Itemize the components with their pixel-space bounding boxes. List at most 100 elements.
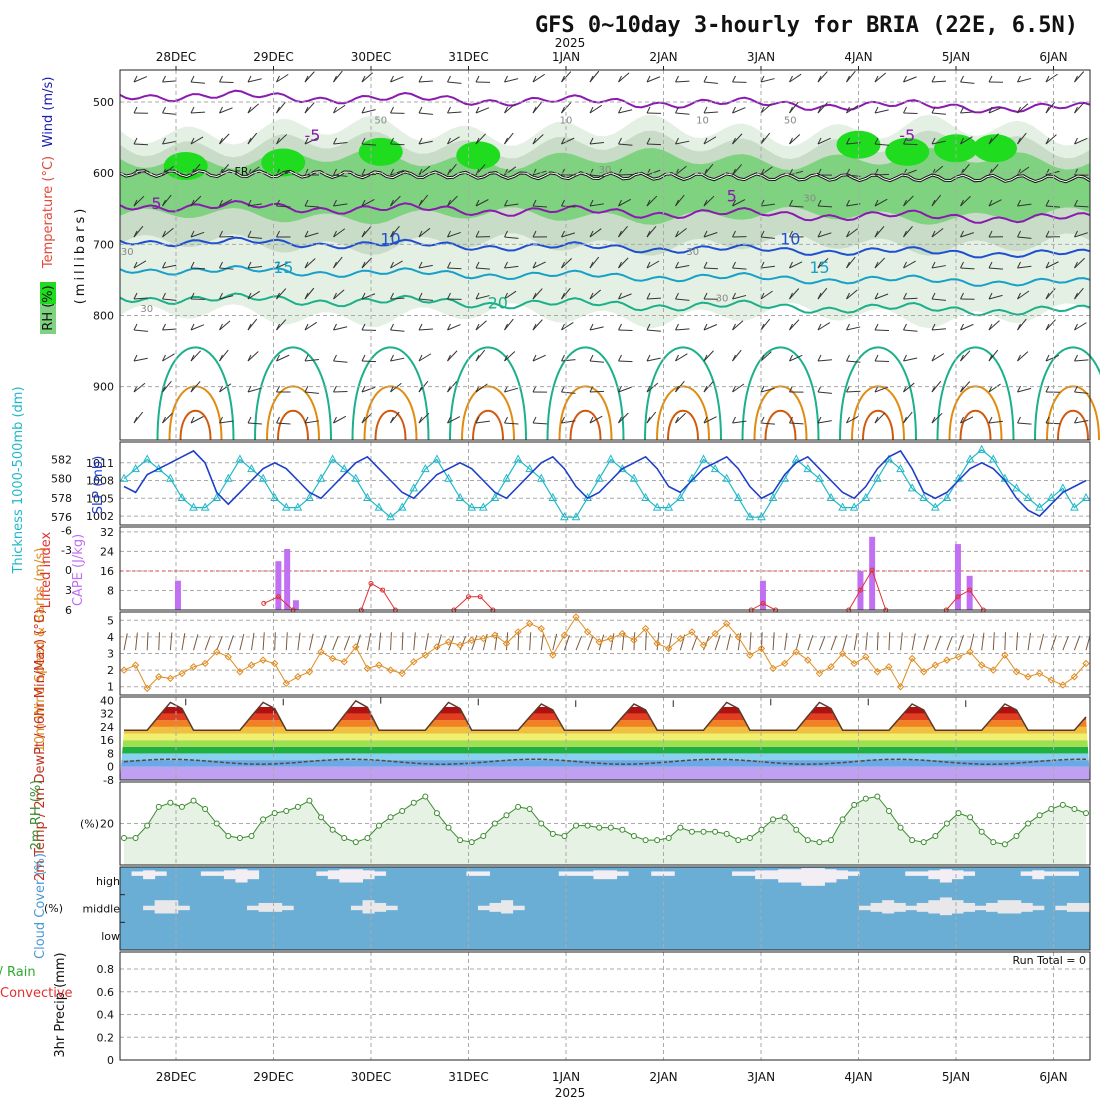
rh-tick-label: 20 [100,818,114,831]
rh-contour-label: 30 [599,165,612,176]
wind-barb [133,260,147,269]
wind-barb [133,329,148,332]
wind10m-point [920,668,928,676]
thickness-point [699,454,708,463]
wind10m-barb [865,632,868,651]
wind-barb [1045,261,1059,269]
wind-barb-flag [190,292,195,300]
cloud-middle-cell [1020,902,1033,912]
wind-barb [247,103,259,114]
cape-bar [759,580,766,610]
wind-barb-flag [789,75,793,83]
low-level-isotherm [449,346,527,441]
wind-barb-flag [532,106,537,114]
wind-barb [960,350,971,362]
wind-barb [276,422,291,425]
rh2m-point [503,812,510,819]
wind-barb [817,137,831,145]
wind-barb-flag [589,199,594,207]
thickness-point [896,464,905,473]
wind-barb [333,203,348,207]
wind-barb [504,103,516,114]
freezing-level-label: FR [235,165,249,178]
thickness-point [270,492,280,501]
wind-barb [418,264,433,269]
rh2m-point [758,826,765,833]
wind-barb [960,416,974,424]
wind-barb-flag [988,106,993,114]
wind-barb-flag [418,230,423,238]
wind-barb-flag [504,230,508,238]
thickness-point [455,492,465,501]
wind10m-point [468,636,476,644]
wind-barb-flag [532,292,537,300]
lifted-index-point [760,600,766,606]
wind-barb-flag [846,137,850,145]
thickness-point [397,502,407,511]
wind-barb-flag [418,261,423,269]
wind-barb-flag [1074,168,1078,176]
upper-air-axis-labels: Wind (m/s) Temperature (°C) RH (%) (mill… [40,77,88,334]
cloud-high-cell [466,871,479,876]
thickness-point [1081,492,1091,501]
rh-contour-label: 30 [140,304,153,315]
rh2m-point [1071,805,1078,812]
cloud-high-cell [477,871,491,876]
wind-barb [789,205,804,208]
wind-barb-flag [817,168,822,176]
cloud-percent-label: (%) [44,902,63,915]
wind10m-point [618,629,627,638]
wind-barb-flag [162,416,166,424]
wind-barb-flag [475,199,480,207]
wind-barb [1017,236,1032,239]
wind-barb-flag [817,416,822,424]
wind-barb [247,290,260,300]
cloud-high-cell [651,871,664,876]
wind-barb [789,319,800,331]
rh2m-point [202,805,209,812]
pressure-tick-label: 500 [93,96,114,109]
wind-barb-flag [133,168,138,176]
thickness-point [305,492,314,501]
precip-panel: 0.8 0.6 0.4 0.2 0 [97,951,1091,1067]
wind-barb [475,267,490,270]
wind-barb-flag [361,168,366,176]
wind10m-barb [424,633,429,651]
wind-barb [190,111,206,114]
wind-barb-flag [247,292,252,300]
date-label-top: 30DEC [351,50,391,64]
wind-barb-flag [219,75,223,83]
wind-barb-flag [646,168,651,176]
wind-barb [789,134,801,145]
wind-barb-flag [418,292,423,300]
wind-barb-flag [190,416,195,424]
wind-barb [475,320,487,331]
wind-barb-flag [475,261,480,269]
rh2m-panel: 20(%) [80,781,1091,866]
wind-barb [874,143,889,146]
date-label-bottom: 5JAN [942,1070,970,1084]
upper-pressure-ylabel: (millibars) [73,206,88,305]
slp-tick-label: 1002 [86,510,114,523]
cloud-middle-cell [882,900,895,914]
wind-barb [931,80,947,83]
cloud-high-cell [1055,871,1068,876]
wind-barb [162,264,177,269]
wind10m-barb [946,635,953,651]
wind-barb-flag [960,199,964,207]
wind-barb-flag [304,261,309,269]
low-level-isotherm [374,409,407,441]
wind-barb-flag [219,292,223,300]
temp-bands [120,706,1090,780]
thickness-point [339,464,349,473]
thickness-point [119,473,129,482]
low-level-isotherm [667,409,699,441]
wind-barb [589,415,603,424]
wind-barb [361,360,377,363]
wind-barb [960,267,975,270]
wind-barb-flag [903,137,907,145]
thickness-point [235,454,245,463]
wind-tick-label: 5 [107,614,114,627]
wind-barb [960,136,973,145]
